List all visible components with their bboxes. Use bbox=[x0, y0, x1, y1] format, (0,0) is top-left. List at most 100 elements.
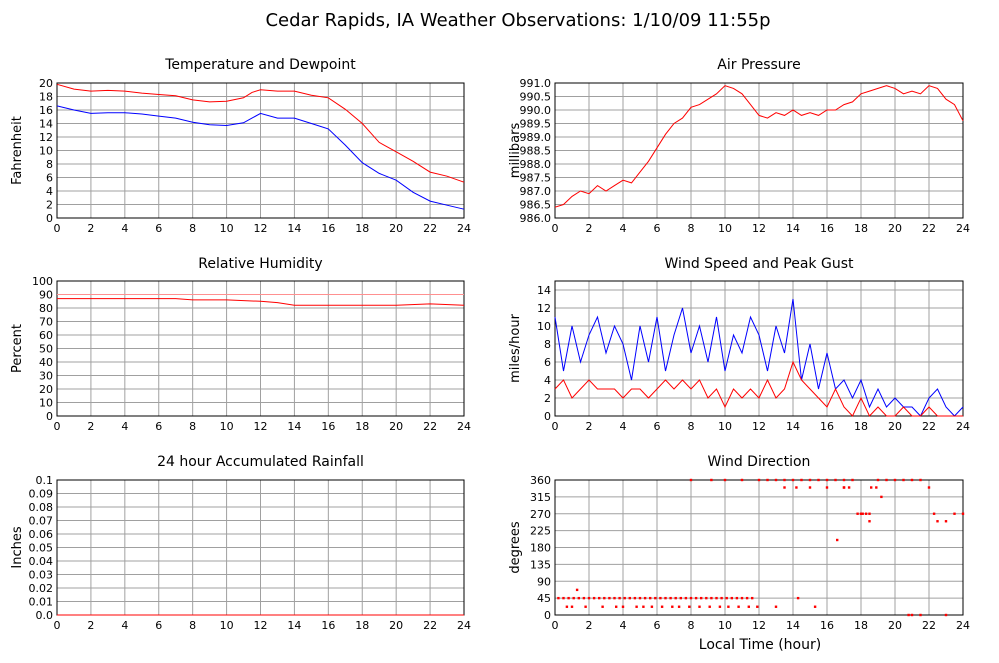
y-tick-label: 225 bbox=[530, 525, 551, 538]
x-tick-label: 22 bbox=[423, 619, 437, 632]
x-tick-label: 14 bbox=[287, 420, 301, 433]
x-tick-label: 16 bbox=[820, 222, 834, 235]
y-tick-label: 80 bbox=[39, 302, 53, 315]
data-point bbox=[774, 478, 778, 482]
data-point bbox=[621, 605, 625, 608]
y-tick-label: 986.5 bbox=[520, 199, 552, 212]
data-point bbox=[910, 478, 914, 482]
data-point bbox=[608, 596, 611, 600]
data-point bbox=[720, 596, 723, 600]
y-axis-label: miles/hour bbox=[508, 313, 523, 382]
data-point bbox=[730, 596, 733, 600]
y-tick-label: 987.0 bbox=[520, 185, 552, 198]
data-point bbox=[813, 605, 817, 608]
x-tick-label: 6 bbox=[155, 222, 162, 235]
data-point bbox=[725, 596, 728, 600]
y-tick-label: 4 bbox=[544, 374, 551, 387]
y-tick-label: 0.02 bbox=[29, 582, 54, 595]
data-point bbox=[723, 478, 727, 482]
x-tick-label: 8 bbox=[688, 420, 695, 433]
y-tick-label: 14 bbox=[537, 284, 551, 297]
data-point bbox=[688, 605, 691, 608]
data-point bbox=[757, 478, 761, 482]
series-line-0 bbox=[554, 85, 964, 208]
data-point bbox=[842, 486, 846, 489]
data-point bbox=[875, 486, 878, 489]
y-tick-label: 0 bbox=[46, 410, 53, 423]
y-tick-label: 20 bbox=[39, 77, 53, 90]
chart-title: Relative Humidity bbox=[198, 256, 322, 272]
y-tick-label: 989.5 bbox=[520, 118, 552, 131]
x-tick-label: 8 bbox=[189, 222, 196, 235]
y-tick-label: 8 bbox=[544, 338, 551, 351]
data-point bbox=[751, 596, 754, 600]
data-point bbox=[587, 596, 591, 600]
x-tick-label: 14 bbox=[287, 619, 301, 632]
data-point bbox=[650, 605, 654, 608]
data-point bbox=[825, 478, 829, 482]
x-tick-label: 20 bbox=[389, 222, 403, 235]
y-tick-label: 10 bbox=[39, 145, 53, 158]
data-point bbox=[735, 596, 739, 600]
y-tick-label: 16 bbox=[39, 104, 53, 117]
x-tick-label: 10 bbox=[220, 222, 234, 235]
data-point bbox=[856, 512, 859, 515]
data-point bbox=[851, 478, 854, 482]
data-point bbox=[659, 596, 662, 600]
x-tick-label: 4 bbox=[121, 222, 128, 235]
data-point bbox=[876, 478, 880, 482]
data-point bbox=[557, 596, 560, 600]
data-point bbox=[710, 596, 713, 600]
data-point bbox=[715, 596, 718, 600]
page-title: Cedar Rapids, IA Weather Observations: 1… bbox=[265, 10, 770, 31]
data-point bbox=[698, 605, 701, 608]
data-point bbox=[677, 605, 681, 608]
data-point bbox=[885, 478, 888, 482]
y-tick-label: 100 bbox=[32, 275, 53, 288]
y-axis-label: millibars bbox=[508, 123, 523, 179]
x-tick-label: 8 bbox=[688, 619, 695, 632]
y-tick-label: 90 bbox=[537, 575, 551, 588]
x-tick-label: 6 bbox=[155, 619, 162, 632]
y-tick-label: 14 bbox=[39, 118, 53, 131]
x-tick-label: 24 bbox=[956, 222, 970, 235]
data-point bbox=[562, 596, 565, 600]
y-tick-label: 0 bbox=[544, 609, 551, 622]
x-tick-label: 16 bbox=[820, 420, 834, 433]
y-tick-label: 0.03 bbox=[29, 569, 54, 582]
x-tick-label: 10 bbox=[220, 619, 234, 632]
data-point bbox=[642, 605, 645, 608]
y-tick-label: 987.5 bbox=[520, 172, 552, 185]
y-tick-label: 10 bbox=[39, 397, 53, 410]
data-point bbox=[737, 605, 740, 608]
data-point bbox=[868, 520, 871, 523]
y-tick-label: 30 bbox=[39, 370, 53, 383]
data-point bbox=[800, 478, 803, 482]
y-tick-label: 20 bbox=[39, 383, 53, 396]
x-tick-label: 12 bbox=[752, 619, 766, 632]
y-tick-label: 360 bbox=[530, 474, 551, 487]
data-point bbox=[817, 478, 820, 482]
y-tick-label: 0.07 bbox=[29, 515, 54, 528]
x-tick-label: 4 bbox=[121, 619, 128, 632]
x-tick-label: 22 bbox=[423, 420, 437, 433]
plot-frame bbox=[554, 82, 964, 219]
data-point bbox=[654, 596, 657, 600]
data-point bbox=[927, 486, 931, 489]
series-line-0 bbox=[57, 298, 465, 306]
data-point bbox=[910, 613, 914, 617]
x-tick-label: 12 bbox=[254, 420, 268, 433]
x-tick-label: 0 bbox=[54, 619, 61, 632]
data-point bbox=[705, 596, 708, 600]
y-tick-label: 60 bbox=[39, 329, 53, 342]
data-point bbox=[570, 605, 574, 608]
data-point bbox=[577, 596, 580, 600]
x-tick-label: 2 bbox=[586, 619, 593, 632]
data-point bbox=[669, 596, 672, 600]
x-tick-label: 20 bbox=[888, 222, 902, 235]
data-point bbox=[870, 486, 873, 489]
x-tick-label: 16 bbox=[321, 619, 335, 632]
